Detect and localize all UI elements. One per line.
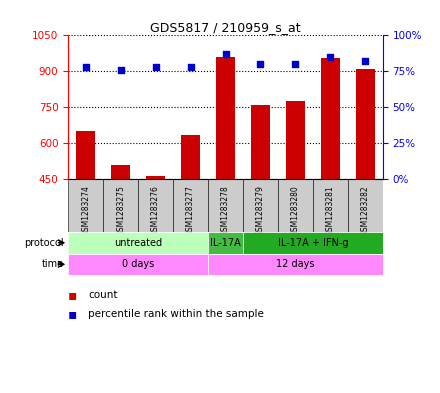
Bar bbox=[286, 101, 305, 179]
Bar bbox=[321, 58, 340, 179]
Bar bbox=[173, 179, 208, 232]
Point bbox=[187, 64, 194, 70]
Point bbox=[222, 51, 229, 57]
Text: GSM1283276: GSM1283276 bbox=[151, 185, 160, 237]
Bar bbox=[216, 57, 235, 179]
Bar bbox=[146, 176, 165, 179]
Text: untreated: untreated bbox=[114, 238, 162, 248]
Bar bbox=[313, 179, 348, 232]
Point bbox=[117, 67, 124, 73]
Title: GDS5817 / 210959_s_at: GDS5817 / 210959_s_at bbox=[150, 21, 301, 34]
Text: 12 days: 12 days bbox=[276, 259, 315, 269]
Bar bbox=[181, 135, 200, 179]
Text: IL-17A: IL-17A bbox=[210, 238, 241, 248]
Bar bbox=[68, 232, 208, 253]
Bar bbox=[68, 253, 208, 275]
Bar bbox=[138, 179, 173, 232]
Text: ▪: ▪ bbox=[68, 288, 77, 302]
Point bbox=[152, 64, 159, 70]
Text: 0 days: 0 days bbox=[122, 259, 154, 269]
Bar bbox=[243, 179, 278, 232]
Text: GSM1283279: GSM1283279 bbox=[256, 185, 265, 237]
Bar bbox=[356, 69, 375, 179]
Bar bbox=[278, 179, 313, 232]
Bar bbox=[208, 179, 243, 232]
Bar bbox=[251, 105, 270, 179]
Text: ▪: ▪ bbox=[68, 307, 77, 321]
Bar bbox=[208, 232, 243, 253]
Bar bbox=[243, 232, 383, 253]
Text: GSM1283275: GSM1283275 bbox=[116, 185, 125, 237]
Point bbox=[362, 58, 369, 64]
Bar bbox=[68, 179, 103, 232]
Text: GSM1283277: GSM1283277 bbox=[186, 185, 195, 237]
Bar bbox=[208, 253, 383, 275]
Bar bbox=[111, 165, 130, 179]
Bar bbox=[103, 179, 138, 232]
Text: count: count bbox=[88, 290, 117, 300]
Text: GSM1283278: GSM1283278 bbox=[221, 185, 230, 236]
Text: GSM1283280: GSM1283280 bbox=[291, 185, 300, 236]
Text: GSM1283274: GSM1283274 bbox=[81, 185, 90, 237]
Text: IL-17A + IFN-g: IL-17A + IFN-g bbox=[278, 238, 348, 248]
Text: protocol: protocol bbox=[24, 238, 64, 248]
Text: GSM1283281: GSM1283281 bbox=[326, 185, 335, 236]
Point bbox=[82, 64, 89, 70]
Point bbox=[257, 61, 264, 67]
Text: percentile rank within the sample: percentile rank within the sample bbox=[88, 309, 264, 320]
Point bbox=[327, 54, 334, 60]
Text: time: time bbox=[42, 259, 64, 269]
Bar bbox=[76, 131, 95, 179]
Text: GSM1283282: GSM1283282 bbox=[361, 185, 370, 236]
Point bbox=[292, 61, 299, 67]
Bar bbox=[348, 179, 383, 232]
